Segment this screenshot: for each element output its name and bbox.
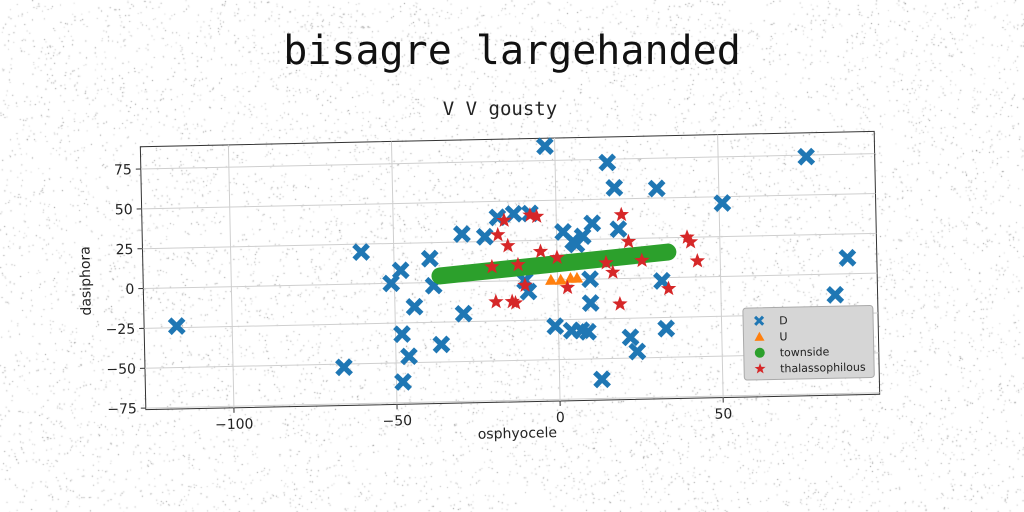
y-tick-label: −75: [107, 401, 137, 418]
series-thalassophilous-point: [660, 280, 677, 296]
series-d-point: [546, 317, 565, 336]
y-grid-line: [145, 392, 880, 409]
axis-ticks: −100 −50 0 50 −75 −50 −25 0 25 50 75: [105, 162, 732, 433]
series-u-point: [571, 271, 584, 283]
x-grid-line: [717, 134, 724, 398]
series-d-point: [535, 137, 554, 156]
series-d-point: [581, 294, 600, 313]
x-tick-label: 0: [556, 410, 565, 426]
legend-marker: [754, 331, 765, 341]
series-d-point: [593, 370, 611, 389]
legend-marker: [753, 315, 765, 326]
series-d-point: [652, 271, 671, 290]
series-u-point: [545, 274, 558, 285]
series-d-point: [713, 194, 732, 213]
x-axis-label: osphyocele: [478, 425, 558, 443]
series-thalassophilous-point: [613, 206, 630, 222]
x-tick-label: 50: [714, 406, 732, 422]
series-d-point: [579, 322, 597, 341]
series-thalassophilous-point: [605, 264, 621, 279]
series-d-point: [352, 243, 371, 262]
y-tick-label: 0: [125, 282, 134, 298]
series-d-point: [452, 225, 471, 244]
y-axis-label: dasiphora: [77, 246, 94, 316]
legend-box: [742, 304, 875, 381]
legend-label: thalassophilous: [780, 361, 866, 376]
series-d-point: [394, 372, 412, 391]
legend-label: townside: [780, 345, 830, 359]
series-d-point: [475, 227, 494, 246]
y-grid-line: [142, 232, 877, 250]
y-tick-label: 25: [116, 242, 134, 258]
series-thalassophilous-point: [612, 296, 628, 311]
series-d-point: [628, 342, 647, 361]
chart-subtitle: V V gousty: [442, 98, 558, 120]
series-thalassophilous-point: [517, 277, 533, 292]
series-thalassophilous-point: [528, 208, 545, 224]
series-d-point: [797, 147, 816, 166]
series-thalassophilous-point: [620, 233, 637, 249]
series-d-point: [605, 178, 624, 197]
series-thalassophilous-point: [490, 226, 506, 242]
series-d-point: [391, 261, 410, 280]
series-d-point: [167, 317, 186, 336]
plot-area: [139, 130, 881, 411]
series-thalassophilous-point: [488, 293, 504, 309]
series-thalassophilous-point: [549, 249, 565, 265]
series-d-point: [581, 270, 600, 289]
series-d-point: [621, 328, 640, 347]
series-townside-line: [431, 243, 677, 285]
series-thalassophilous-point: [682, 233, 699, 249]
x-tick-label: −50: [382, 413, 412, 430]
series-d-point: [420, 249, 439, 268]
series-thalassophilous-point: [532, 243, 549, 259]
series-d-point: [393, 325, 411, 344]
y-grid-line: [143, 272, 878, 290]
x-grid-line: [390, 141, 398, 405]
series-d-point: [826, 285, 845, 304]
x-grid-line: [227, 144, 235, 408]
y-grid-line: [140, 153, 875, 170]
chart-title: bisagre largehanded: [283, 28, 741, 74]
legend-marker: [754, 347, 765, 358]
y-tick-label: −25: [105, 322, 135, 339]
series-thalassophilous-point: [507, 294, 524, 310]
x-tick-label: −100: [215, 416, 254, 433]
y-tick-label: 75: [114, 162, 132, 178]
series-d-point: [583, 214, 602, 233]
series-d-point: [609, 220, 628, 239]
series-d-point: [432, 335, 451, 354]
y-tick-label: 50: [115, 202, 133, 218]
series-thalassophilous-point: [484, 258, 500, 274]
legend-marker: [754, 363, 766, 374]
series-d-point: [838, 248, 857, 267]
series-thalassophilous-point: [496, 212, 512, 228]
series-u-point: [554, 273, 567, 285]
series-d-point: [647, 179, 666, 198]
series-d-point: [657, 319, 676, 338]
data-marks: [167, 137, 857, 391]
series-d-point: [405, 297, 424, 316]
legend-label: D: [779, 314, 788, 327]
legend-label: U: [779, 330, 787, 343]
series-d-point: [454, 304, 473, 323]
y-grid-line: [141, 192, 876, 210]
series-thalassophilous-point: [559, 279, 576, 295]
series-thalassophilous-point: [634, 252, 650, 268]
series-d-point: [335, 358, 353, 377]
series-d-point: [400, 347, 418, 366]
series-thalassophilous-point: [689, 252, 705, 268]
series-d-point: [598, 153, 617, 172]
series-thalassophilous-point: [500, 237, 516, 253]
y-tick-label: −50: [106, 361, 136, 378]
series-thalassophilous-point: [598, 254, 614, 270]
series-thalassophilous-point: [510, 256, 526, 272]
